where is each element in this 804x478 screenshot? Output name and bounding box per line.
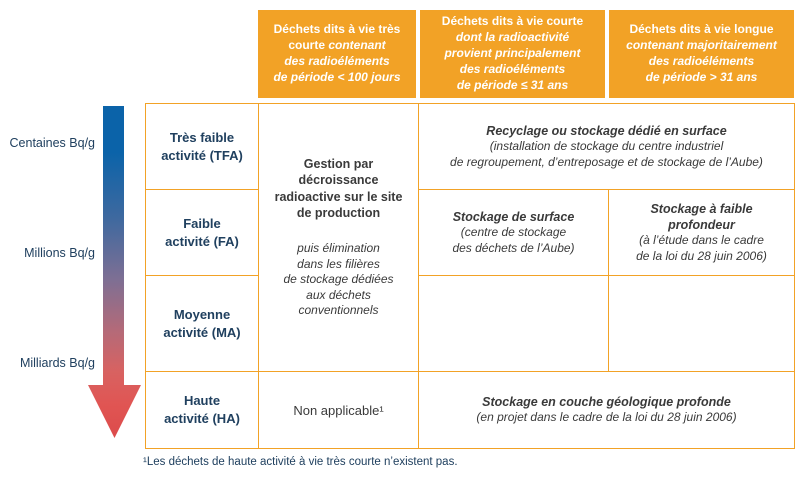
- header-normal-text: Déchets dits à vie courte: [441, 14, 584, 29]
- cell-surface-storage: Stockage de surface (centre de stockage …: [418, 189, 609, 276]
- activity-scale-arrow-icon: [88, 106, 141, 438]
- cell-subtitle: puis élimination dans les filières de st…: [283, 241, 394, 318]
- row-label-tfa: Très faible activité (TFA): [145, 103, 259, 190]
- cell-title: Recyclage ou stockage dédié en surface: [486, 123, 727, 138]
- cell-deep-geological-storage: Stockage en couche géologique profonde (…: [418, 371, 795, 449]
- cell-recycling-surface-storage: Recyclage ou stockage dédié en surface (…: [418, 103, 795, 190]
- header-very-short-lived: Déchets dits à vie très courte contenant…: [258, 10, 416, 98]
- cell-subtitle: (installation de stockage du centre indu…: [450, 139, 763, 169]
- cell-title: Gestion par décroissance radioactive sur…: [274, 157, 403, 220]
- cell-subtitle: (centre de stockage des déchets de l’Aub…: [452, 225, 575, 255]
- footnote: ¹Les déchets de haute activité à vie trè…: [143, 456, 458, 468]
- header-text: Déchets dits à vie longue contenant majo…: [626, 22, 777, 86]
- header-normal-text: Déchets dits à vie longue: [629, 22, 774, 37]
- cell-shallow-storage: Stockage à faible profondeur (à l’étude …: [608, 189, 795, 276]
- header-text: Déchets dits à vie courte dont la radioa…: [442, 14, 583, 94]
- cell-subtitle: (à l’étude dans le cadre de la loi du 28…: [636, 233, 767, 263]
- row-label-fa: Faible activité (FA): [145, 189, 259, 276]
- cell-title: Stockage de surface: [452, 209, 575, 224]
- cell-subtitle: (en projet dans le cadre de la loi du 28…: [476, 410, 737, 425]
- cell-title: Stockage à faible profondeur: [650, 201, 753, 232]
- classification-table: Très faible activité (TFA) Gestion par d…: [145, 103, 795, 449]
- row-label-ma: Moyenne activité (MA): [145, 275, 259, 372]
- header-italic-text: dont la radioactivité provient principal…: [444, 30, 581, 92]
- cell-not-applicable: Non applicable¹: [258, 371, 419, 449]
- cell-empty: [418, 275, 609, 372]
- cell-decay-management: Gestion par décroissance radioactive sur…: [258, 103, 419, 372]
- cell-title: Stockage en couche géologique profonde: [482, 395, 731, 410]
- axis-label-millions: Millions Bq/g: [24, 246, 95, 260]
- header-text: Déchets dits à vie très courte contenant…: [262, 22, 412, 86]
- header-italic-text: contenant des radioéléments de période <…: [273, 38, 401, 84]
- axis-label-milliards: Milliards Bq/g: [19, 356, 95, 370]
- cell-empty: [608, 275, 795, 372]
- header-long-lived: Déchets dits à vie longue contenant majo…: [609, 10, 794, 98]
- header-italic-text: contenant majoritairement des radioéléme…: [626, 38, 777, 84]
- row-label-ha: Haute activité (HA): [145, 371, 259, 449]
- header-short-lived: Déchets dits à vie courte dont la radioa…: [420, 10, 605, 98]
- header-normal-text: Déchets dits à vie très courte: [273, 22, 401, 53]
- axis-label-centaines: Centaines Bq/g: [9, 136, 95, 150]
